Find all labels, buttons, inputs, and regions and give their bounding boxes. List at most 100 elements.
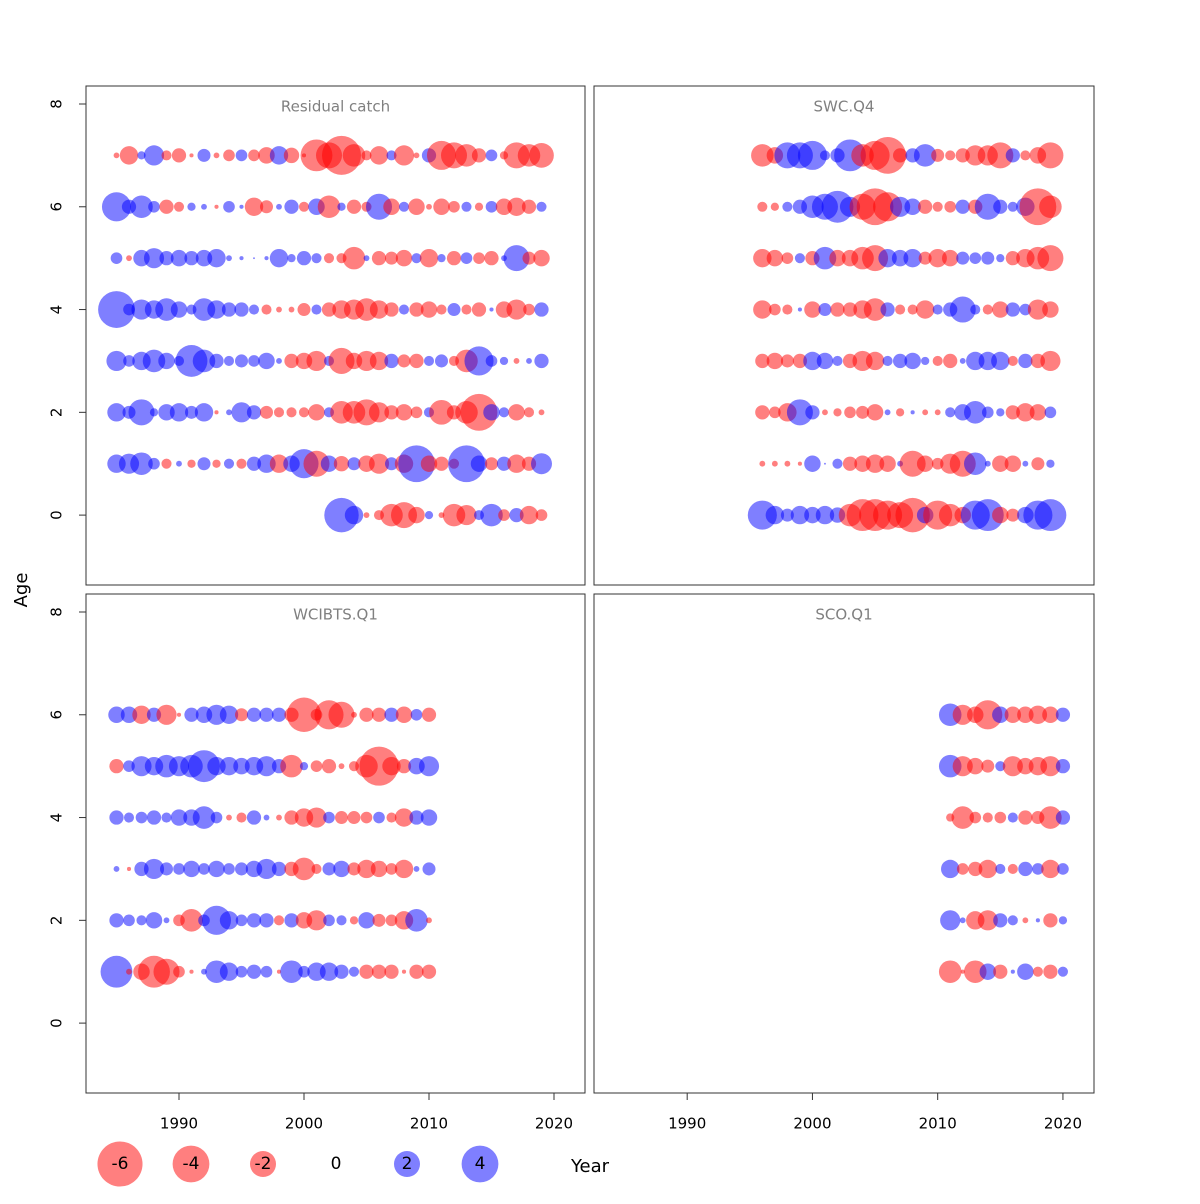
- bubble: [1032, 863, 1044, 875]
- bubble: [1010, 969, 1015, 974]
- bubble: [960, 969, 965, 974]
- bubble: [981, 406, 994, 419]
- bubble: [928, 248, 947, 268]
- bubble: [273, 407, 285, 418]
- bubble: [429, 399, 454, 425]
- bubble: [235, 149, 248, 162]
- bubble: [1042, 706, 1059, 723]
- bubble: [1018, 810, 1033, 825]
- bubble: [792, 353, 808, 369]
- bubble: [884, 409, 891, 416]
- bubble: [907, 304, 918, 315]
- bubble: [794, 253, 805, 264]
- bubble: [832, 355, 843, 366]
- x-tick-label: 2010: [410, 1115, 448, 1133]
- legend-label: -6: [112, 1154, 129, 1174]
- bubble: [207, 248, 226, 268]
- bubble: [276, 306, 282, 313]
- bubble: [393, 145, 415, 166]
- bubble: [781, 252, 794, 264]
- bubble: [382, 756, 401, 776]
- y-tick-label: 6: [48, 710, 66, 720]
- bubble: [865, 351, 885, 371]
- bubble: [123, 914, 135, 927]
- bubble: [993, 199, 1008, 214]
- bubble: [413, 866, 420, 872]
- x-tick-label: 2020: [1044, 1115, 1082, 1133]
- bubble: [269, 248, 289, 268]
- bubble: [143, 248, 165, 269]
- bubble: [1057, 863, 1069, 875]
- bubble: [1007, 201, 1018, 212]
- bubble: [879, 455, 896, 472]
- panel-title: SCO.Q1: [815, 606, 872, 624]
- bubble: [952, 756, 973, 777]
- bubble: [98, 291, 135, 328]
- bubble: [903, 248, 922, 268]
- bubble: [106, 350, 127, 372]
- bubble: [1016, 403, 1035, 422]
- bubble: [949, 296, 976, 323]
- bubble: [1037, 245, 1064, 272]
- bubble: [158, 404, 175, 421]
- bubble: [984, 460, 991, 467]
- bubble: [910, 410, 915, 415]
- bubble: [816, 352, 834, 370]
- bubble: [365, 193, 393, 220]
- bubble: [123, 812, 135, 823]
- bubble: [317, 195, 341, 219]
- bubble: [239, 256, 244, 261]
- bubble: [311, 253, 322, 264]
- bubble: [797, 140, 827, 170]
- bubble: [1055, 810, 1071, 825]
- bubble: [461, 304, 472, 315]
- bubble: [460, 252, 473, 264]
- bubble: [437, 254, 446, 263]
- bubble: [148, 457, 160, 470]
- bubble: [161, 150, 172, 161]
- bubble: [426, 203, 432, 210]
- bubble: [464, 346, 494, 376]
- bubble: [311, 863, 322, 874]
- bubble: [1031, 457, 1045, 471]
- bubble: [260, 965, 273, 978]
- bubble: [410, 708, 423, 721]
- bubble: [180, 909, 203, 932]
- bubble: [1028, 705, 1048, 724]
- bubble: [952, 704, 973, 725]
- bubble: [113, 866, 120, 872]
- bubble: [336, 915, 347, 926]
- bubble: [959, 358, 966, 364]
- bubble: [484, 251, 499, 266]
- bubble: [766, 352, 784, 370]
- bubble: [411, 253, 422, 264]
- bubble: [536, 201, 547, 212]
- bubble: [460, 393, 498, 431]
- bubble: [319, 962, 339, 981]
- bubble: [223, 355, 235, 366]
- bubble: [1043, 913, 1058, 928]
- bubble: [110, 252, 123, 264]
- bubble: [308, 404, 325, 421]
- bubble: [1046, 459, 1055, 468]
- bubble: [1017, 963, 1034, 980]
- bubble: [1034, 499, 1067, 532]
- bubble: [753, 248, 772, 268]
- bubble: [328, 701, 355, 728]
- bubble: [918, 199, 933, 214]
- bubble: [363, 512, 370, 519]
- bubble: [155, 298, 178, 321]
- bubble: [1018, 353, 1033, 369]
- bubble: [184, 251, 199, 266]
- bubble: [786, 399, 813, 426]
- bubble: [970, 304, 981, 315]
- bubble: [371, 251, 387, 266]
- bubble: [258, 147, 275, 164]
- bubble: [149, 408, 159, 417]
- bubble: [818, 303, 832, 317]
- bubble: [284, 353, 299, 369]
- bubble: [334, 811, 349, 825]
- bubble: [1044, 406, 1057, 419]
- bubble: [323, 914, 335, 927]
